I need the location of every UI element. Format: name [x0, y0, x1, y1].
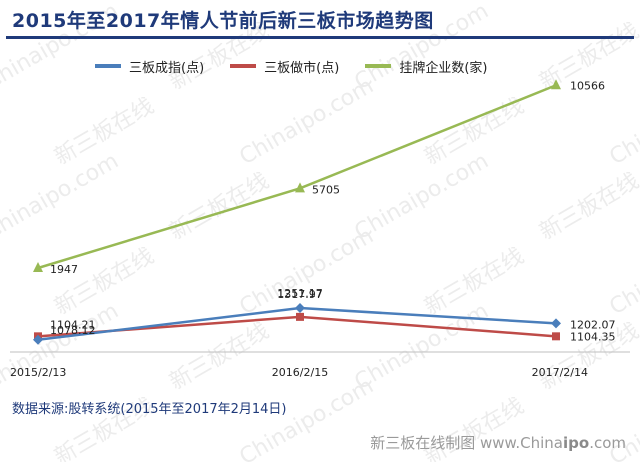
legend-label-index: 三板成指(点) — [129, 60, 205, 76]
chart-title: 2015年至2017年情人节前后新三板市场趋势图 — [12, 10, 434, 32]
data-label: 10566 — [570, 79, 605, 92]
data-label: 1078.12 — [50, 324, 96, 337]
data-point-marker — [551, 79, 561, 90]
legend-item-index: 三板成指(点) — [95, 57, 204, 76]
data-point-marker — [551, 318, 561, 329]
x-tick-label: 2015/2/13 — [10, 366, 66, 379]
data-point-marker — [33, 262, 43, 272]
x-tick-label: 2017/2/14 — [532, 366, 588, 379]
footer-brand-emphasis: ipo — [563, 434, 590, 452]
source-note: 数据来源:股转系统(2015年至2017年2月14日) — [12, 402, 287, 417]
data-point-marker — [552, 332, 560, 341]
data-point-marker — [296, 312, 304, 321]
legend-item-market-making: 三板做市(点) — [230, 57, 339, 76]
legend: 三板成指(点) 三板做市(点) 挂牌企业数(家) — [95, 57, 487, 76]
data-label: 1317.97 — [277, 288, 323, 301]
data-label: 1251.17 — [277, 287, 323, 300]
footer-brand: 新三板在线制图 www.Chinaipo.com — [370, 432, 626, 453]
legend-label-listed-companies: 挂牌企业数(家) — [399, 60, 488, 76]
legend-label-market-making: 三板做市(点) — [264, 60, 340, 76]
x-tick-label: 2016/2/15 — [272, 366, 328, 379]
data-label: 5705 — [312, 183, 340, 196]
legend-item-listed-companies: 挂牌企业数(家) — [365, 57, 487, 76]
series-line — [37, 306, 557, 342]
data-label: 1202.07 — [570, 318, 616, 331]
legend-swatch-listed-companies — [365, 64, 392, 68]
footer-prefix: 新三板在线制图 www.China — [370, 434, 563, 452]
data-label: 1104.21 — [50, 318, 96, 331]
data-point-marker — [33, 334, 43, 345]
legend-swatch-index — [95, 64, 121, 68]
data-label: 1104.35 — [570, 330, 616, 343]
title-underline — [6, 36, 634, 39]
data-label: 1947 — [50, 263, 78, 276]
series-line — [37, 84, 557, 270]
legend-swatch-market-making — [230, 64, 257, 68]
data-point-marker — [295, 182, 305, 193]
data-point-marker — [295, 303, 305, 314]
footer-suffix: .com — [589, 434, 626, 452]
